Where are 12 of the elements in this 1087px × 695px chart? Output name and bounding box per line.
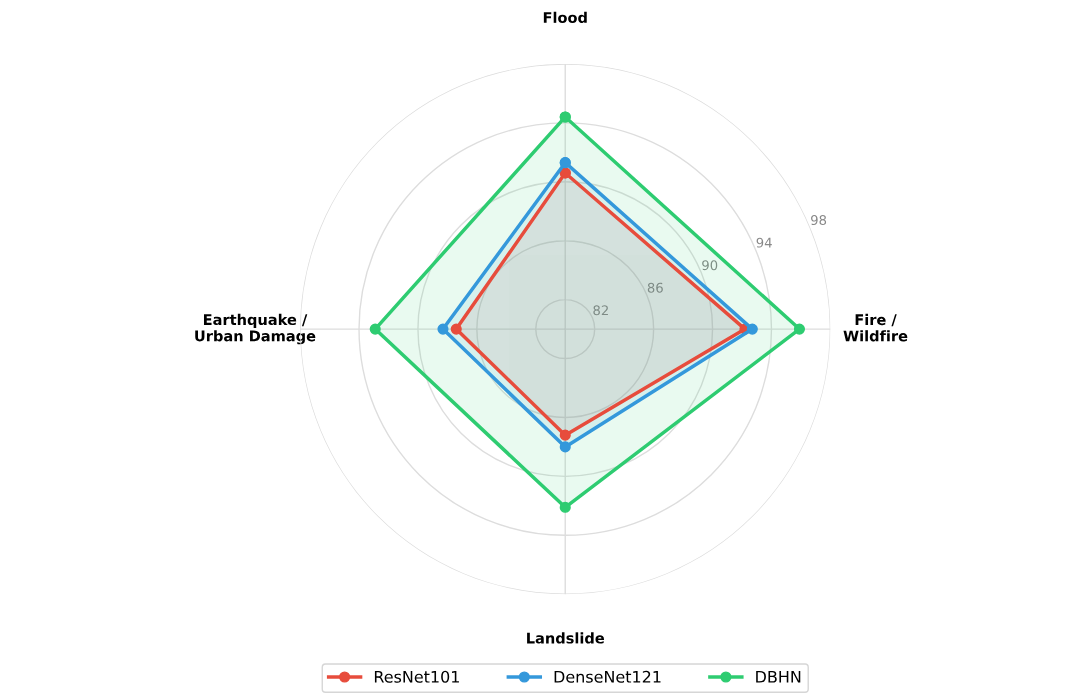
y-tick-label: 90: [702, 260, 718, 271]
spoke-label: Earthquake / Urban Damage: [195, 313, 316, 345]
spoke-label: Flood: [543, 11, 587, 24]
y-tick-label: 98: [811, 215, 827, 226]
legend-label: DBHN: [756, 670, 801, 683]
spoke-label: Landslide: [527, 632, 605, 644]
y-tick-label: 94: [756, 237, 772, 248]
spoke-label: Fire / Wildfire: [843, 313, 908, 342]
legend-label: ResNet101: [374, 670, 459, 683]
y-tick-label: 86: [647, 282, 663, 293]
y-tick-label: 82: [593, 305, 608, 316]
legend-label: DenseNet121: [554, 670, 661, 683]
